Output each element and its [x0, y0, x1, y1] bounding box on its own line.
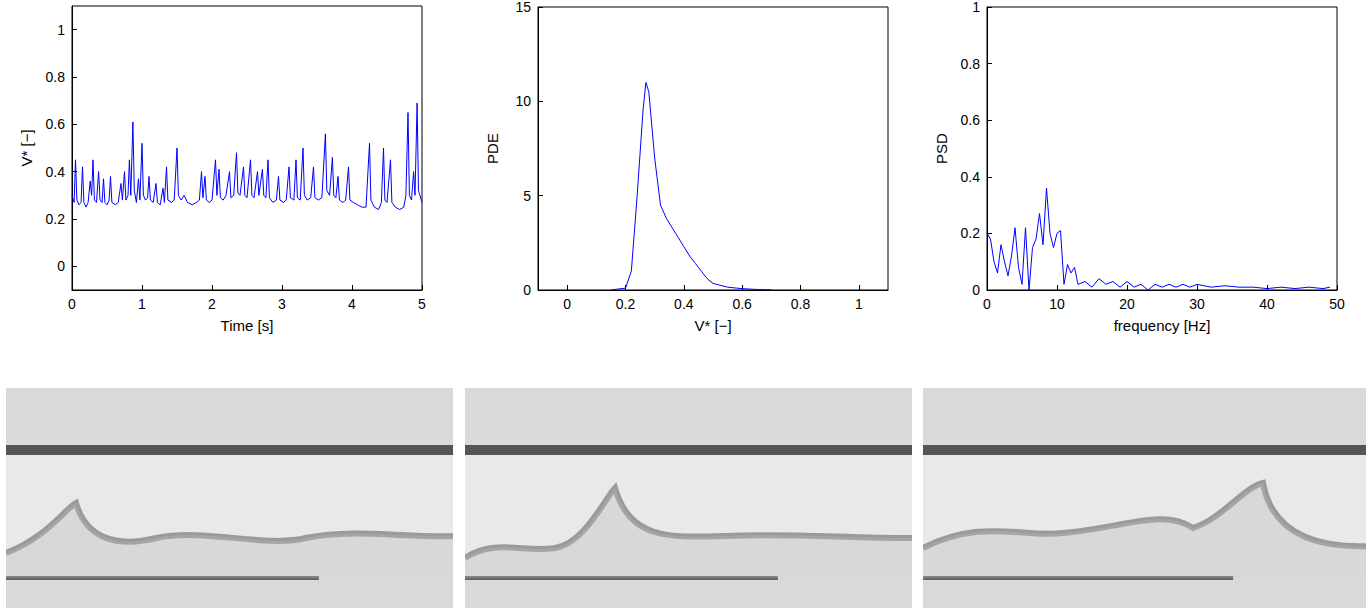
svg-text:V* [−]: V* [−]: [694, 317, 731, 334]
svg-text:frequency [Hz]: frequency [Hz]: [1114, 317, 1211, 334]
svg-text:1: 1: [57, 22, 65, 38]
svg-text:0: 0: [57, 258, 65, 274]
svg-text:15: 15: [515, 0, 531, 15]
svg-text:0: 0: [523, 282, 531, 298]
svg-text:0.4: 0.4: [961, 169, 981, 185]
svg-text:Time [s]: Time [s]: [221, 317, 274, 334]
svg-text:1: 1: [855, 296, 863, 312]
svg-text:10: 10: [515, 93, 531, 109]
svg-text:0.6: 0.6: [961, 112, 981, 128]
svg-text:5: 5: [418, 296, 426, 312]
svg-text:0.6: 0.6: [732, 296, 752, 312]
svg-text:2: 2: [208, 296, 216, 312]
svg-text:0.4: 0.4: [46, 164, 66, 180]
svg-text:10: 10: [1049, 296, 1065, 312]
svg-text:0.2: 0.2: [616, 296, 636, 312]
svg-text:0.8: 0.8: [46, 69, 66, 85]
svg-text:0: 0: [983, 296, 991, 312]
svg-text:V* [−]: V* [−]: [18, 129, 35, 166]
svg-text:0.8: 0.8: [791, 296, 811, 312]
svg-text:30: 30: [1189, 296, 1205, 312]
svg-text:5: 5: [523, 188, 531, 204]
svg-text:1: 1: [972, 0, 980, 15]
svg-text:0.2: 0.2: [961, 225, 981, 241]
svg-text:0.8: 0.8: [961, 56, 981, 72]
svg-text:3: 3: [278, 296, 286, 312]
svg-text:50: 50: [1329, 296, 1345, 312]
svg-text:40: 40: [1259, 296, 1275, 312]
svg-text:0.4: 0.4: [674, 296, 694, 312]
svg-text:0: 0: [972, 282, 980, 298]
svg-text:0.2: 0.2: [46, 211, 66, 227]
svg-text:PDE: PDE: [484, 133, 501, 164]
svg-text:0: 0: [563, 296, 571, 312]
svg-text:0: 0: [68, 296, 76, 312]
svg-text:20: 20: [1119, 296, 1135, 312]
svg-text:4: 4: [348, 296, 356, 312]
svg-text:0.6: 0.6: [46, 116, 66, 132]
svg-text:PSD: PSD: [933, 133, 950, 164]
svg-text:1: 1: [138, 296, 146, 312]
